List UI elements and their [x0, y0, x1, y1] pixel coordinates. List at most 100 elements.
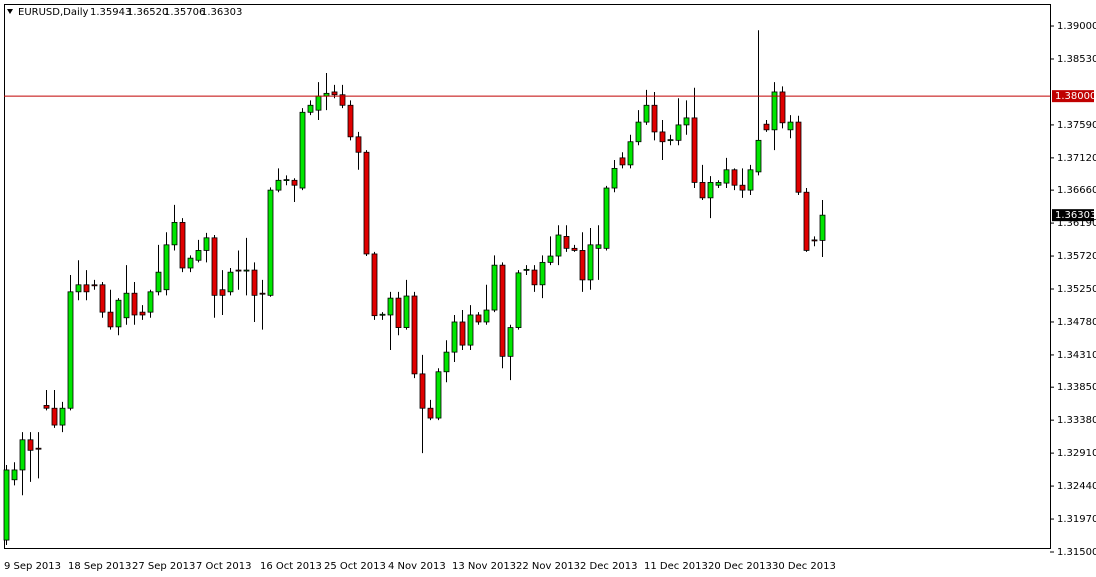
candle-body — [595, 244, 602, 249]
candle-body — [739, 184, 746, 191]
candle-body — [83, 284, 90, 293]
candle-body — [707, 182, 714, 199]
candle-body — [715, 182, 722, 186]
candle-body — [219, 289, 226, 296]
y-tick-label: 1.31500 — [1057, 547, 1096, 558]
candle-body — [387, 297, 394, 316]
candle-body — [235, 269, 242, 272]
candle-body — [331, 91, 338, 96]
candle-body — [443, 351, 450, 373]
candle-body — [251, 269, 258, 296]
x-tick-label: 25 Oct 2013 — [324, 561, 386, 572]
candle-body — [307, 104, 314, 113]
x-tick-label: 2 Dec 2013 — [580, 561, 638, 572]
candle-body — [491, 264, 498, 311]
x-tick-label: 13 Nov 2013 — [452, 561, 516, 572]
last-price-box — [1052, 209, 1094, 222]
x-tick-label: 22 Nov 2013 — [516, 561, 580, 572]
candle-body — [811, 239, 818, 242]
candle-body — [819, 214, 826, 241]
candle-body — [795, 121, 802, 193]
candle-body — [699, 182, 706, 199]
candle-body — [467, 314, 474, 346]
x-tick-label: 27 Sep 2013 — [132, 561, 195, 572]
candle-body — [435, 371, 442, 419]
x-tick-label: 18 Sep 2013 — [68, 561, 131, 572]
candle-body — [675, 124, 682, 141]
candle-body — [347, 104, 354, 138]
x-tick-label: 4 Nov 2013 — [388, 561, 446, 572]
x-tick-label: 9 Sep 2013 — [4, 561, 61, 572]
candle-body — [155, 271, 162, 293]
candle-body — [27, 439, 34, 451]
y-tick-label: 1.35720 — [1057, 251, 1096, 262]
candle-body — [171, 221, 178, 246]
candle-body — [363, 151, 370, 255]
candle-body — [67, 291, 74, 409]
candle-body — [563, 236, 570, 249]
y-tick-label: 1.36660 — [1057, 185, 1096, 196]
candle-body — [611, 167, 618, 189]
candle-body — [787, 121, 794, 131]
candle-body — [507, 327, 514, 357]
header-high: 1.36520 — [127, 7, 168, 18]
candle-body — [51, 407, 58, 426]
candle-body — [627, 141, 634, 166]
y-tick-label: 1.33850 — [1057, 382, 1096, 393]
candle-body — [187, 257, 194, 269]
y-tick-label: 1.32440 — [1057, 481, 1096, 492]
candle-body — [643, 104, 650, 123]
y-tick-label: 1.38530 — [1057, 54, 1096, 65]
candle-body — [619, 157, 626, 166]
candle-body — [275, 179, 282, 191]
candle-body — [731, 169, 738, 186]
candle-body — [195, 250, 202, 261]
candle-body — [75, 284, 82, 293]
header-close: 1.36303 — [201, 7, 242, 18]
menu-triangle[interactable] — [7, 9, 13, 14]
candle-body — [107, 311, 114, 328]
candle-body — [523, 268, 530, 271]
y-tick-label: 1.37120 — [1057, 153, 1096, 164]
y-tick-label: 1.35250 — [1057, 284, 1096, 295]
candle-body — [747, 169, 754, 191]
candle-body — [571, 247, 578, 251]
candle-body — [555, 234, 562, 257]
header-low: 1.35706 — [164, 7, 205, 18]
candle-body — [419, 373, 426, 409]
chart-title: EURUSD,Daily — [18, 7, 89, 18]
candle-body — [179, 221, 186, 269]
candle-body — [99, 284, 106, 313]
candle-body — [755, 139, 762, 173]
candle-body — [667, 139, 674, 142]
candle-body — [603, 187, 610, 249]
candle-body — [779, 91, 786, 124]
candle-body — [139, 311, 146, 316]
candle-body — [683, 117, 690, 126]
candle-body — [115, 299, 122, 328]
candle-body — [355, 136, 362, 153]
x-tick-label: 11 Dec 2013 — [644, 561, 708, 572]
x-tick-label: 30 Dec 2013 — [772, 561, 836, 572]
header-open: 1.35943 — [90, 7, 131, 18]
candle-body — [19, 439, 26, 471]
candle-body — [371, 253, 378, 317]
y-tick-label: 1.31970 — [1057, 514, 1096, 525]
candle-body — [203, 237, 210, 251]
candle-body — [243, 269, 250, 272]
candle-body — [459, 321, 466, 346]
candle-body — [227, 271, 234, 293]
candle-body — [291, 179, 298, 186]
candle-body — [531, 269, 538, 286]
candle-body — [91, 284, 98, 287]
candle-body — [59, 407, 66, 426]
candle-body — [211, 237, 218, 296]
candle-body — [267, 189, 274, 296]
candle-body — [635, 121, 642, 143]
candle-body — [691, 117, 698, 183]
candle-body — [259, 292, 266, 295]
candle-body — [763, 123, 770, 131]
candle-body — [547, 255, 554, 263]
y-tick-label: 1.37590 — [1057, 120, 1096, 131]
